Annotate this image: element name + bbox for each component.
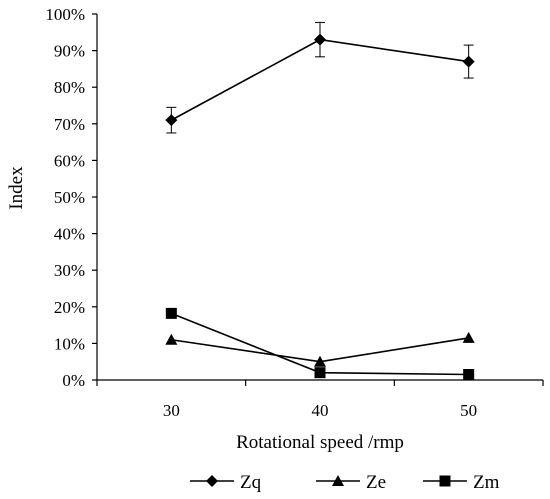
x-tick-label: 50: [460, 401, 477, 420]
legend-marker: [332, 475, 344, 486]
data-point: [314, 355, 326, 367]
legend-item-ze: Ze: [316, 472, 386, 493]
legend-label: Ze: [366, 472, 386, 493]
axes: [96, 14, 543, 381]
legend-marker: [439, 475, 451, 487]
y-ticks: 0% 10% 20% 30% 40% 50% 60% 70% 80% 90% 100%: [45, 5, 97, 390]
legend-marker: [206, 475, 218, 487]
x-tick-label: 40: [312, 401, 329, 420]
y-tick-label: 0%: [62, 371, 85, 390]
y-axis-title: Index: [6, 166, 27, 210]
legend-item-zm: Zm: [423, 472, 500, 493]
y-tick-label: 10%: [54, 334, 85, 353]
y-tick-label: 30%: [54, 261, 85, 280]
y-tick-label: 100%: [45, 5, 85, 24]
data-point: [314, 367, 326, 379]
legend: Zq Ze Zm: [190, 472, 500, 493]
series-ze: [165, 331, 475, 367]
y-tick-label: 90%: [54, 42, 85, 61]
y-tick-label: 40%: [54, 225, 85, 244]
series-zq: [165, 21, 475, 134]
y-tick-label: 20%: [54, 298, 85, 317]
series-layer: [165, 21, 475, 381]
x-axis-title: Rotational speed /rmp: [236, 432, 404, 453]
data-point: [165, 307, 177, 319]
y-tick-label: 50%: [54, 188, 85, 207]
y-tick-label: 70%: [54, 115, 85, 134]
legend-label: Zq: [240, 472, 262, 493]
legend-item-zq: Zq: [190, 472, 262, 493]
x-ticks: 30 40 50: [96, 380, 544, 420]
y-tick-label: 60%: [54, 151, 85, 170]
data-point: [463, 369, 475, 381]
x-tick-label: 30: [163, 401, 180, 420]
y-tick-label: 80%: [54, 78, 85, 97]
data-point: [314, 33, 326, 46]
series-zm: [165, 307, 475, 381]
data-point: [165, 114, 178, 127]
legend-label: Zm: [473, 472, 500, 493]
data-point: [462, 55, 475, 68]
data-point: [165, 333, 178, 345]
data-point: [462, 331, 475, 343]
